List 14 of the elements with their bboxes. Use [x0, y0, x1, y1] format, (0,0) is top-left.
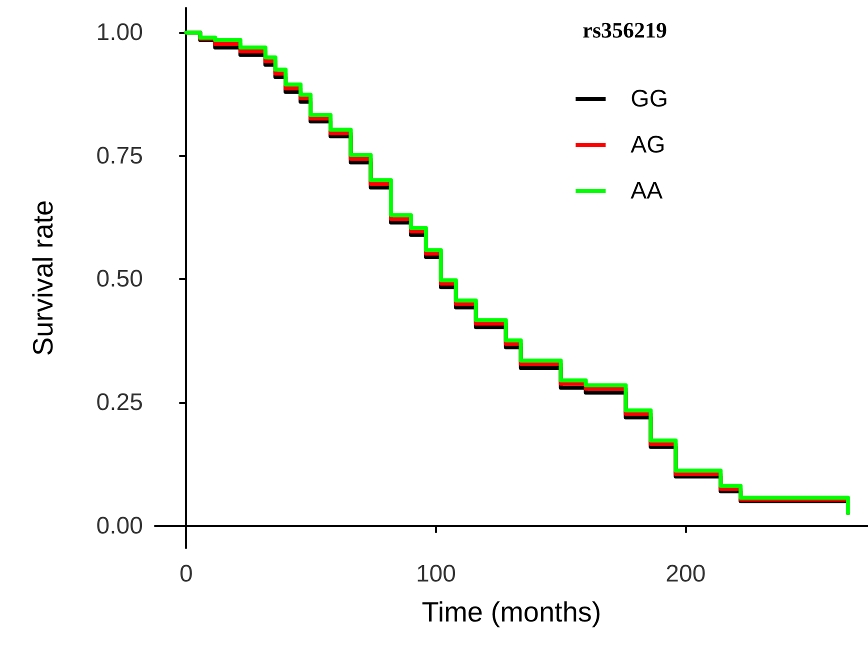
x-tick-label: 0: [180, 560, 193, 588]
legend-title: rs356219: [582, 18, 667, 42]
x-tick-label: 200: [666, 560, 706, 588]
y-tick-label: 0.00: [96, 512, 143, 540]
legend-label: AG: [630, 132, 666, 158]
x-axis-title: Time (months): [422, 596, 602, 628]
y-tick-label: 0.25: [96, 389, 143, 416]
legend-label: AA: [630, 178, 663, 204]
y-axis-title: Survival rate: [28, 200, 58, 356]
y-tick-label: 1.00: [96, 19, 143, 46]
y-tick-label: 0.50: [96, 266, 143, 293]
y-tick-label: 0.75: [96, 142, 143, 170]
legend-label: GG: [630, 86, 668, 112]
x-tick-label: 100: [416, 560, 456, 588]
